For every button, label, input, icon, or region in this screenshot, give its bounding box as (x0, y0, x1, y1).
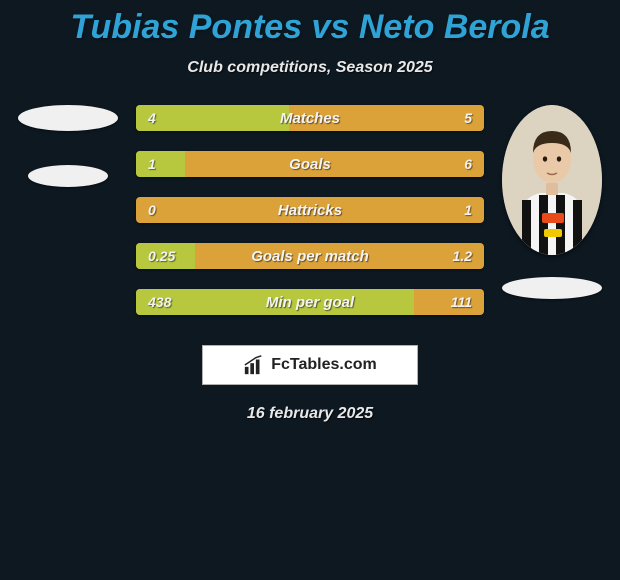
avatar-shadow-icon (502, 277, 602, 299)
comparison-date: 16 february 2025 (0, 405, 620, 423)
stat-row-min-per-goal: 438 Min per goal 111 (136, 289, 484, 315)
stat-label: Min per goal (136, 289, 484, 315)
stat-right-value: 5 (464, 105, 472, 131)
stat-row-matches: 4 Matches 5 (136, 105, 484, 131)
player-left-column (18, 105, 118, 187)
comparison-title: Tubias Pontes vs Neto Berola (0, 0, 620, 47)
stat-right-value: 111 (451, 289, 472, 315)
stat-row-hattricks: 0 Hattricks 1 (136, 197, 484, 223)
stat-label: Goals (136, 151, 484, 177)
comparison-subtitle: Club competitions, Season 2025 (0, 59, 620, 77)
comparison-layout: 4 Matches 5 1 Goals 6 0 Hattricks 1 0.25… (0, 105, 620, 315)
stat-right-value: 1.2 (453, 243, 472, 269)
stat-row-goals-per-match: 0.25 Goals per match 1.2 (136, 243, 484, 269)
stat-label: Hattricks (136, 197, 484, 223)
player-right-avatar (502, 105, 602, 255)
stat-label: Matches (136, 105, 484, 131)
avatar-placeholder-icon (18, 105, 118, 131)
player-photo-icon (502, 105, 602, 255)
player-left-avatar (18, 105, 118, 187)
stat-right-value: 1 (464, 197, 472, 223)
avatar-placeholder-icon (28, 165, 108, 187)
player-right-column (502, 105, 602, 299)
stat-row-goals: 1 Goals 6 (136, 151, 484, 177)
bar-chart-icon (243, 354, 265, 376)
brand-badge: FcTables.com (202, 345, 418, 385)
brand-text: FcTables.com (271, 356, 377, 374)
stat-right-value: 6 (464, 151, 472, 177)
stat-label: Goals per match (136, 243, 484, 269)
stats-bars: 4 Matches 5 1 Goals 6 0 Hattricks 1 0.25… (136, 105, 484, 315)
